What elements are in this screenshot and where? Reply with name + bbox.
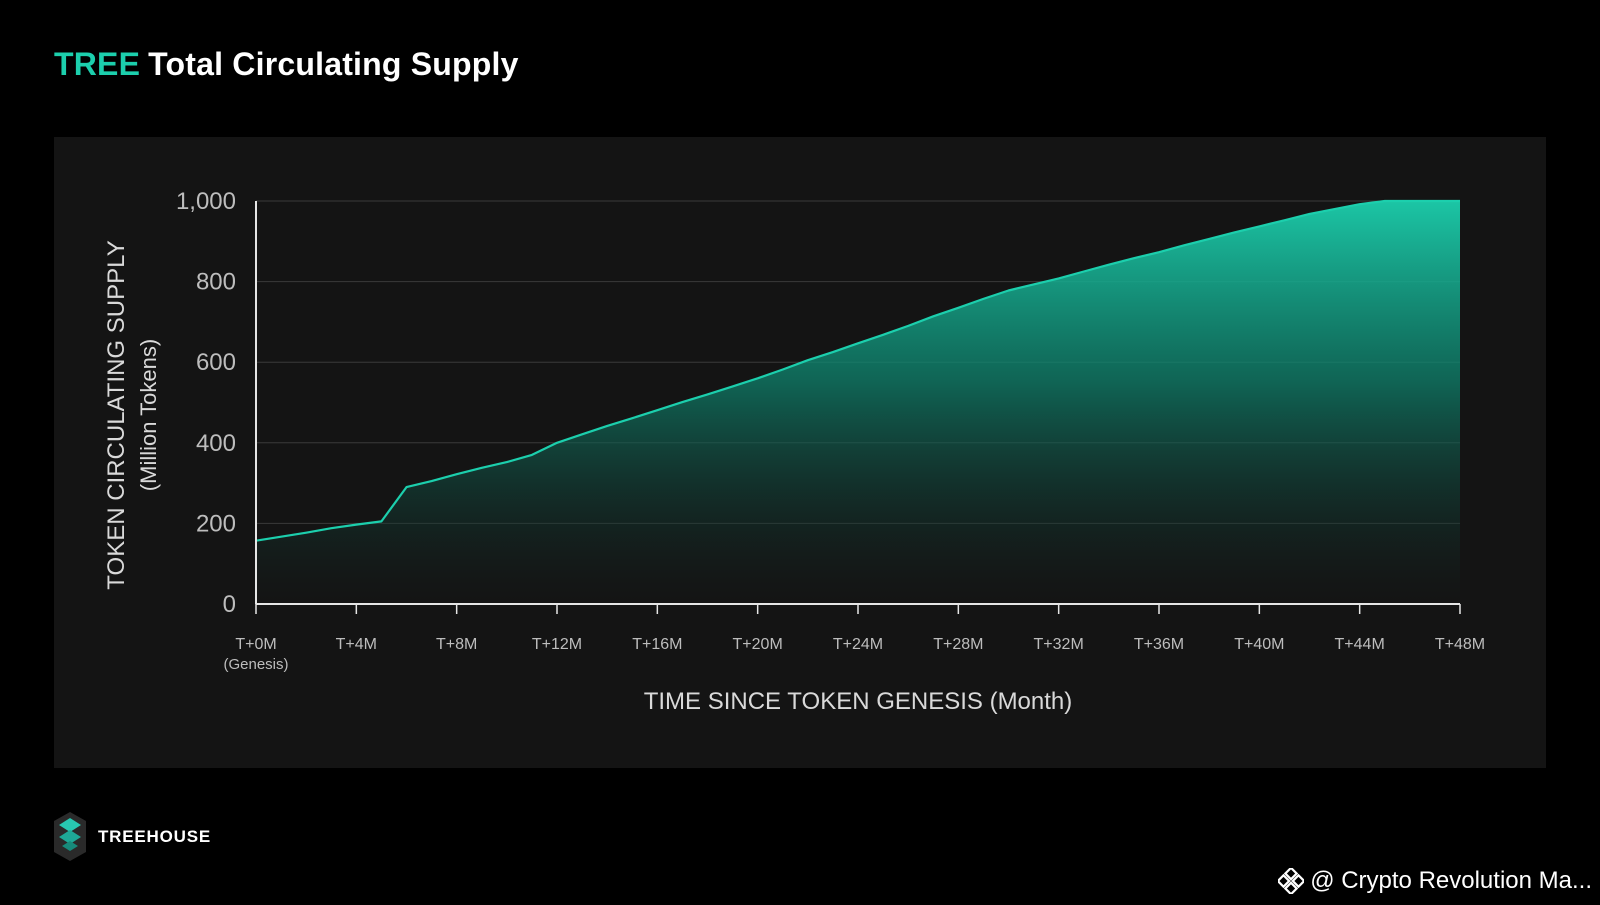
brand-name: TREEHOUSE [98, 827, 211, 846]
x-tick-label-5: T+20M [733, 636, 783, 653]
x-tick-labels: T+0M (Genesis) T+4M T+8M T+12M T+16M T+20M T+24… [223, 636, 1485, 673]
watermark-text: @ Crypto Revolution Ma... [1310, 867, 1592, 894]
y-tick-label-1: 200 [196, 510, 236, 537]
x-tick-label-4: T+16M [632, 636, 682, 653]
x-tick-label-12: T+48M [1435, 636, 1485, 653]
supply-line [255, 199, 1460, 542]
y-axis-unit-label: (Million Tokens) [136, 339, 161, 491]
x-tick-label-3: T+12M [532, 636, 582, 653]
page-title-accent: TREE [54, 46, 141, 82]
page-title-rest: Total Circulating Supply [148, 46, 519, 82]
x-tick-label-7: T+28M [933, 636, 983, 653]
treehouse-brand: TREEHOUSE [54, 812, 211, 862]
y-axis-label: TOKEN CIRCULATING SUPPLY [103, 240, 130, 589]
supply-area-chart: 0 200 400 600 800 1,000 T+0M (Genesis) T+4M T+8M… [103, 188, 1485, 715]
y-tick-label-0: 0 [223, 591, 236, 618]
y-tick-labels: 0 200 400 600 800 1,000 [176, 188, 236, 618]
y-tick-label-4: 800 [196, 269, 236, 296]
binance-diamond-icon [1278, 868, 1305, 894]
x-tick-label-8: T+32M [1034, 636, 1084, 653]
x-axis-label: TIME SINCE TOKEN GENESIS (Month) [644, 688, 1073, 715]
chart-panel: 0 200 400 600 800 1,000 T+0M (Genesis) T+4M T+8M… [54, 137, 1546, 768]
area-layer [255, 199, 1460, 604]
supply-area-fill [256, 201, 1460, 604]
x-tick-label-9: T+36M [1134, 636, 1184, 653]
treehouse-logo-icon [54, 812, 86, 861]
x-tick-label-0: T+0M [235, 636, 276, 653]
page-title: TREE Total Circulating Supply [54, 46, 519, 83]
x-tick-label-11: T+44M [1335, 636, 1385, 653]
axes [255, 201, 1461, 614]
y-tick-label-2: 400 [196, 430, 236, 457]
x-tick-label-1: T+4M [336, 636, 377, 653]
x-tick-sublabel-0: (Genesis) [223, 656, 288, 673]
y-tick-label-5: 1,000 [176, 188, 236, 215]
watermark: @ Crypto Revolution Ma... [1278, 867, 1592, 895]
x-tick-label-10: T+40M [1234, 636, 1284, 653]
x-tick-label-2: T+8M [436, 636, 477, 653]
y-tick-label-3: 600 [196, 349, 236, 376]
x-tick-label-6: T+24M [833, 636, 883, 653]
